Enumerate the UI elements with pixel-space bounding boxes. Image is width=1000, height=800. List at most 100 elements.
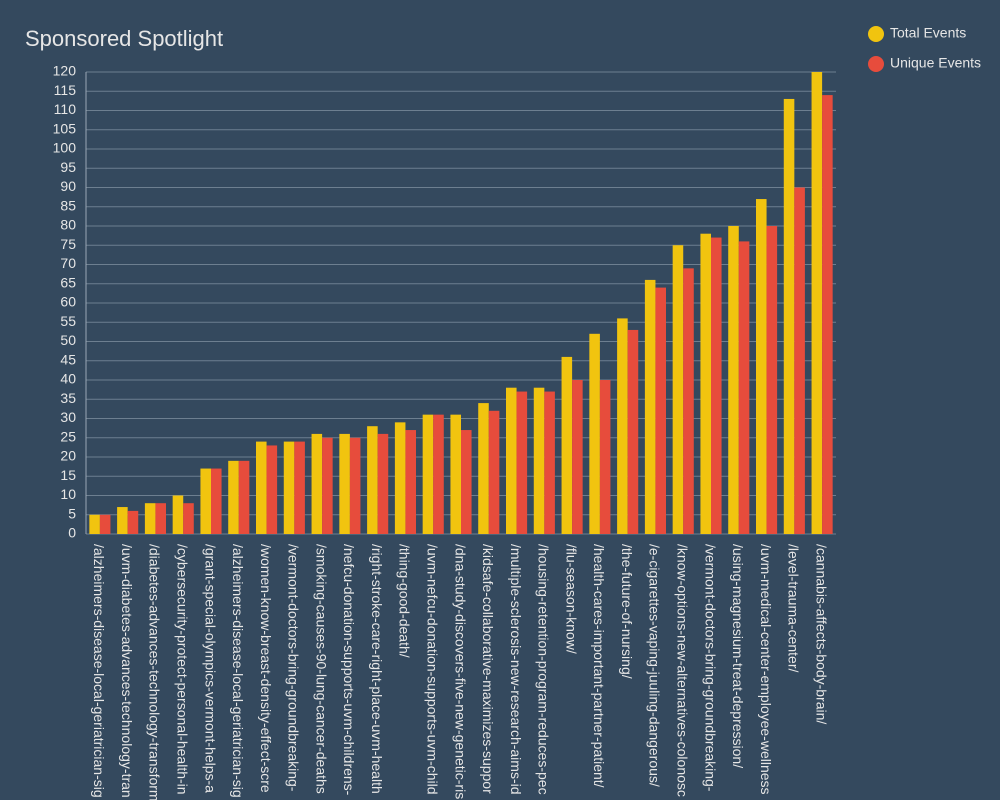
bar — [700, 233, 711, 534]
bar — [339, 433, 350, 534]
y-tick-label: 40 — [60, 371, 76, 387]
y-tick-label: 10 — [60, 486, 76, 502]
x-tick-label: /cybersecurity-protect-personal-health-i… — [175, 544, 191, 795]
y-tick-label: 90 — [60, 178, 76, 194]
y-tick-label: 120 — [53, 63, 77, 79]
x-tick-label: /alzheimers-disease-local-geriatrician-s… — [91, 544, 107, 798]
bar — [172, 495, 184, 534]
x-tick-label: /level-trauma-center/ — [786, 544, 802, 672]
bar — [738, 241, 750, 534]
bar — [711, 237, 722, 535]
bar — [405, 430, 416, 534]
chart-title: Sponsored Spotlight — [25, 26, 223, 51]
y-tick-label: 5 — [68, 505, 76, 521]
x-tick-label: /the-future-of-nursing/ — [619, 544, 635, 679]
y-tick-label: 20 — [60, 448, 76, 464]
bar — [756, 199, 767, 535]
y-tick-label: 35 — [60, 390, 76, 406]
bar — [294, 441, 305, 534]
bar — [488, 410, 500, 534]
bar — [283, 441, 295, 534]
bar — [672, 245, 684, 534]
x-tick-label: /multiple-sclerosis-new-research-aims-id — [508, 544, 524, 795]
bar — [211, 468, 222, 534]
y-tick-label: 45 — [60, 351, 76, 367]
bar — [256, 441, 267, 534]
bar — [349, 437, 361, 534]
x-tick-label: /thing-good-death/ — [397, 544, 413, 658]
bar — [394, 422, 406, 534]
x-tick-label: /nefcu-donation-supports-uvm-childrens- — [341, 544, 357, 796]
x-tick-label: /using-magnesium-treat-depression/ — [730, 544, 746, 768]
x-tick-label: /dna-study-discovers-five-new-genetic-ri… — [452, 544, 468, 799]
y-tick-label: 0 — [68, 525, 76, 541]
y-tick-label: 65 — [60, 274, 76, 290]
bar — [811, 72, 823, 534]
y-tick-label: 30 — [60, 409, 76, 425]
bar — [450, 414, 461, 534]
y-tick-label: 15 — [60, 467, 76, 483]
bar — [266, 445, 278, 534]
x-tick-label: /health-cares-important-partner-patient/ — [591, 544, 607, 788]
bar — [99, 514, 111, 534]
bar — [533, 387, 545, 534]
y-tick-label: 85 — [60, 197, 76, 213]
bar — [183, 503, 194, 534]
x-tick-label: /alzheimers-disease-local-geriatrician-s… — [230, 544, 246, 798]
bar — [311, 433, 323, 534]
bar — [127, 510, 139, 534]
legend-label: Total Events — [890, 25, 966, 41]
x-tick-label: /housing-retention-program-reduces-pec — [536, 544, 552, 795]
legend-marker — [868, 56, 884, 72]
bar — [155, 503, 166, 534]
y-tick-label: 100 — [53, 140, 77, 156]
bar — [683, 268, 694, 534]
bar — [478, 403, 489, 534]
bar — [377, 433, 389, 534]
y-tick-label: 55 — [60, 313, 76, 329]
legend-marker — [868, 26, 884, 42]
bar — [766, 226, 778, 534]
y-tick-label: 105 — [53, 120, 77, 136]
bar — [561, 356, 573, 534]
x-tick-label: /uvm-nefcu-donation-supports-uvm-child — [425, 544, 441, 795]
y-tick-label: 115 — [54, 82, 77, 98]
y-tick-label: 95 — [60, 159, 76, 175]
bar — [627, 329, 639, 534]
bar — [238, 460, 250, 534]
x-tick-label: /know-options-new-alternatives-colonosc — [675, 544, 691, 797]
bar — [617, 318, 628, 534]
bar — [422, 414, 434, 534]
bar — [461, 430, 472, 534]
x-tick-label: /grant-special-olympics-vermont-helps-a — [202, 544, 218, 793]
bar — [822, 95, 833, 534]
y-tick-label: 60 — [60, 294, 76, 310]
x-tick-label: /vermont-doctors-bring-groundbreaking- — [702, 544, 718, 792]
y-tick-label: 25 — [60, 428, 76, 444]
x-tick-label: /vermont-doctors-bring-groundbreaking- — [286, 544, 302, 792]
y-tick-label: 75 — [60, 236, 76, 252]
x-tick-label: /cannabis-affects-body-brain/ — [813, 544, 829, 724]
x-tick-label: /diabetes-advances-technology-transform — [147, 544, 163, 800]
bar — [433, 414, 444, 534]
bar — [728, 226, 739, 534]
bar — [516, 391, 528, 534]
x-tick-label: /uvm-diabetes-advances-technology-tran — [119, 544, 135, 798]
x-tick-label: /right-stroke-care-right-place-uvm-healt… — [369, 544, 385, 794]
bar — [572, 380, 583, 534]
bar — [644, 279, 656, 534]
y-tick-label: 80 — [60, 217, 76, 233]
bar — [322, 437, 333, 534]
x-tick-label: /women-know-breast-density-effect-scre — [258, 544, 274, 793]
bar — [89, 514, 100, 534]
bar — [367, 426, 378, 534]
bar — [655, 287, 666, 534]
bar — [599, 380, 611, 534]
bar — [589, 333, 600, 534]
bar — [794, 187, 805, 534]
legend-label: Unique Events — [890, 55, 981, 71]
bar — [228, 460, 239, 534]
x-tick-label: /flu-season-know/ — [563, 544, 579, 654]
